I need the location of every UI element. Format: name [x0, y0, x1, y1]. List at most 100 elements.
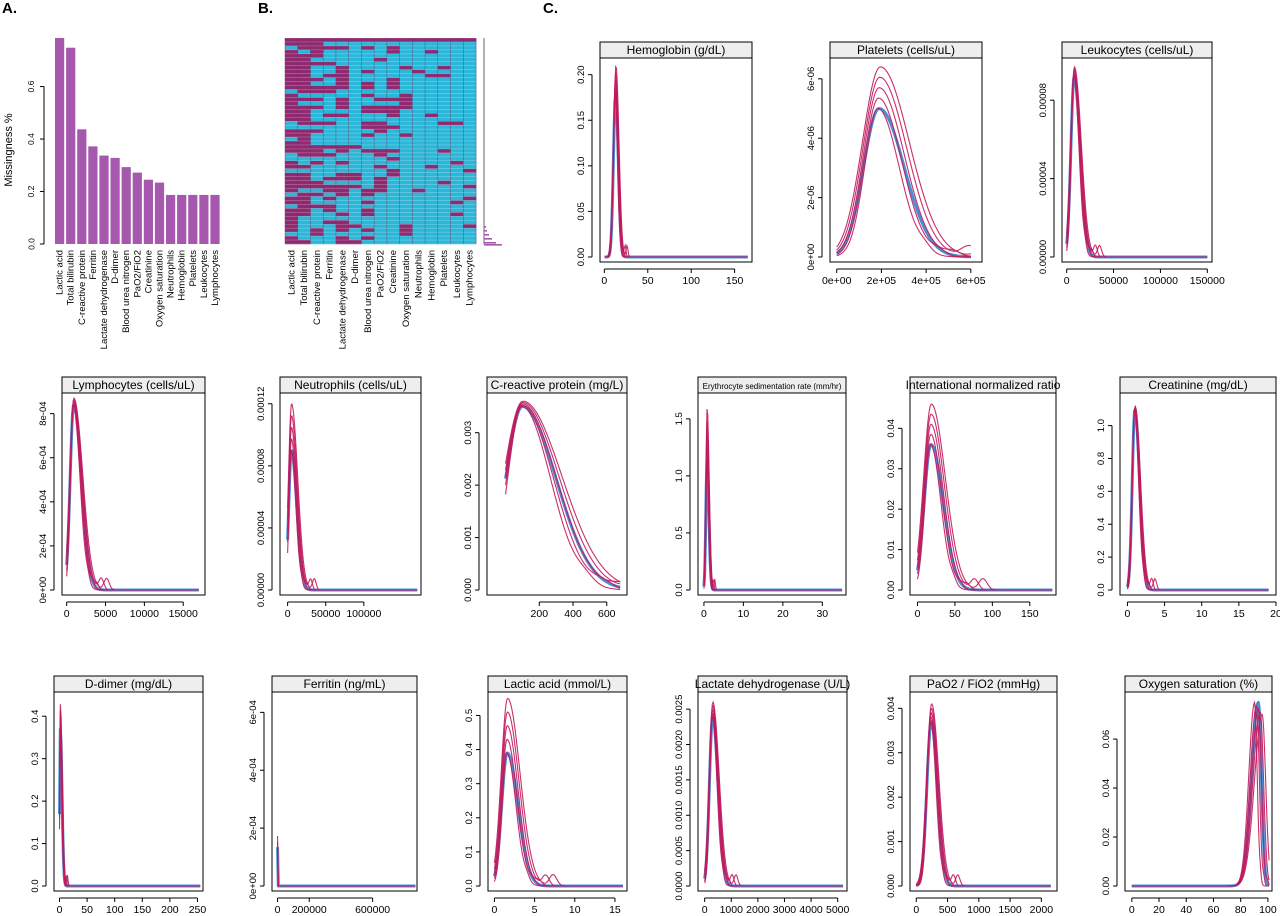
heatmap-cell — [437, 240, 451, 245]
heatmap-cell — [285, 129, 299, 134]
heatmap-cell — [323, 125, 337, 130]
density-plot-d-dimer-mg-dl: D-dimer (mg/dL) 0 50 100 150 200 250 0.0 0.1 0.2 0… — [30, 675, 206, 916]
heatmap-cell — [412, 220, 426, 225]
heatmap-cell — [348, 73, 362, 78]
heatmap-cell — [412, 172, 426, 177]
heatmap-cell — [450, 97, 464, 102]
heatmap-cell — [361, 85, 375, 90]
heatmap-cell — [425, 228, 439, 233]
x-tick-label: 0 — [1125, 608, 1131, 620]
heatmap-cell — [463, 232, 477, 237]
heatmap-cell — [450, 53, 464, 59]
heatmap-cell — [285, 57, 299, 63]
plot-header — [486, 376, 628, 394]
heatmap-cell — [374, 196, 388, 201]
heatmap-cell — [437, 232, 451, 237]
heatmap-cell — [323, 41, 337, 47]
observed-density-line — [702, 457, 843, 592]
heatmap-cell — [463, 152, 477, 158]
density-plot-international-normalized-ratio: International normalized ratio 0 50 100 150 0… — [886, 376, 1061, 620]
heatmap-cell — [335, 85, 349, 90]
y-tick-label: 1.0 — [674, 469, 685, 482]
plot-title: Erythrocyte sedimentation rate (mm/hr) — [703, 382, 842, 391]
heatmap-cell — [297, 148, 311, 154]
heatmap-cell — [361, 45, 375, 51]
heatmap-cell — [348, 180, 362, 185]
heatmap-cell — [412, 53, 426, 59]
heatmap-cell — [323, 97, 337, 102]
heatmap-cell — [386, 53, 400, 59]
heatmap-cell — [335, 228, 349, 233]
heatmap-cell — [425, 89, 439, 94]
heatmap-cell — [335, 45, 349, 51]
heatmap-cell — [285, 93, 299, 98]
heatmap-cell — [348, 141, 362, 146]
density-plot-creatinine-mg-dl: Creatinine (mg/dL) 0 5 10 15 20 0.0 0.2 0.4 0.6 0.… — [1096, 376, 1280, 620]
heatmap-cell — [399, 196, 413, 201]
y-tick-label: 0.0010 — [674, 801, 685, 830]
heatmap-cell — [374, 168, 388, 173]
imputed-density-line — [916, 433, 1053, 591]
heatmap-cell — [450, 216, 464, 221]
heatmap-cell — [412, 204, 426, 209]
heatmap-cell — [297, 172, 311, 177]
heatmap-cell — [386, 45, 400, 51]
observed-density-line — [916, 443, 1054, 592]
observed-density-line — [1125, 408, 1270, 592]
imputed-density-line — [277, 861, 416, 887]
heatmap-cell — [348, 113, 362, 118]
heatmap-cell — [348, 105, 362, 110]
x-tick-label: 0 — [492, 904, 498, 916]
heatmap-cell — [386, 240, 400, 245]
plot-title: Neutrophils (cells/uL) — [294, 378, 407, 392]
heatmap-cell — [425, 232, 439, 237]
heatmap-cell — [310, 188, 324, 193]
x-tick-label: 20 — [777, 608, 789, 620]
heatmap-col-label-leukocytes: Leukocytes — [452, 250, 463, 298]
heatmap-cell — [335, 220, 349, 225]
heatmap-cell — [412, 105, 426, 110]
heatmap-cell — [386, 41, 400, 47]
heatmap-cell — [412, 208, 426, 213]
heatmap-cell — [374, 117, 388, 122]
heatmap-cell — [323, 208, 337, 213]
heatmap-cell — [323, 188, 337, 193]
heatmap-cell — [437, 144, 451, 150]
heatmap-cell — [297, 93, 311, 98]
y-tick-label: 4e-04 — [38, 490, 49, 514]
heatmap-cell — [374, 133, 388, 138]
heatmap-cell — [437, 117, 451, 122]
heatmap-cell — [425, 125, 439, 130]
imputed-density-line — [505, 401, 621, 585]
heatmap-cell — [297, 220, 311, 225]
imputed-density-line — [505, 403, 621, 583]
heatmap-cell — [285, 77, 299, 82]
x-tick-label: 0 — [64, 608, 70, 620]
heatmap-cell — [361, 184, 375, 189]
x-tick-label: 200000 — [292, 904, 327, 916]
heatmap-cell — [348, 216, 362, 221]
heatmap-cell — [361, 224, 375, 229]
x-tick-label: 150 — [726, 275, 744, 287]
imputed-density-line — [604, 64, 748, 258]
x-tick-label: 2000 — [746, 904, 770, 916]
y-tick-label: 0.0025 — [674, 695, 685, 724]
heatmap-cell — [386, 57, 400, 63]
heatmap-cell — [463, 41, 477, 47]
heatmap-cell — [386, 208, 400, 213]
heatmap-cell — [399, 184, 413, 189]
x-tick-label: 0 — [1064, 275, 1070, 287]
bar-neutrophils — [166, 194, 176, 244]
heatmap-cell — [361, 73, 375, 78]
heatmap-cell — [437, 204, 451, 209]
heatmap-cell — [361, 77, 375, 82]
heatmap-cell — [386, 38, 400, 43]
heatmap-cell — [335, 69, 349, 74]
heatmap-cell — [285, 101, 299, 106]
heatmap-cell — [348, 184, 362, 189]
heatmap-cell — [348, 188, 362, 193]
heatmap-cell — [437, 61, 451, 67]
plot-header — [1061, 41, 1213, 59]
imputed-density-line — [1066, 65, 1208, 258]
heatmap-cell — [297, 176, 311, 181]
